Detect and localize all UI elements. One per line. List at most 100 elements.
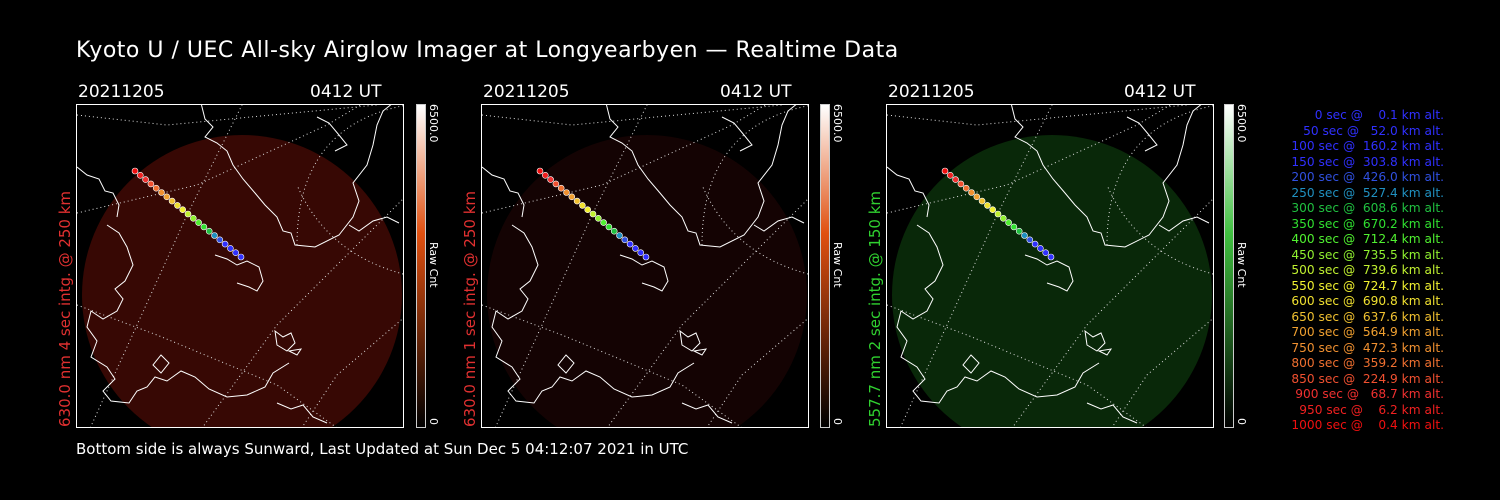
panel-3-time: 0412 UT [1124, 82, 1196, 102]
legend-entry: 800 sec @ 359.2 km alt. [1291, 356, 1444, 370]
lat-lon-grid [482, 105, 808, 427]
coastline-map [77, 105, 400, 424]
panel-2-colorbar [820, 104, 830, 428]
trajectory-point [158, 189, 165, 196]
panel-2-colorbar-max: 6500.0 [831, 104, 844, 143]
panel-3-colorbar-min: 0 [1235, 418, 1248, 425]
trajectory-point [131, 167, 139, 175]
panel-3-wavelength-label: 557.7 nm 2 sec intg. @ 150 km [866, 190, 884, 427]
legend-entry: 300 sec @ 608.6 km alt. [1291, 201, 1444, 215]
legend-entry: 900 sec @ 68.7 km alt. [1295, 387, 1444, 401]
trajectory-point [589, 210, 597, 218]
trajectory-point [536, 167, 544, 175]
legend-entry: 400 sec @ 712.4 km alt. [1291, 232, 1444, 246]
legend-entry: 750 sec @ 472.3 km alt. [1291, 340, 1444, 355]
legend-entry: 550 sec @ 724.7 km alt. [1291, 278, 1444, 293]
legend-entry: 450 sec @ 735.5 km alt. [1291, 247, 1444, 262]
trajectory-point [632, 245, 639, 252]
trajectory-point [232, 249, 239, 256]
lat-lon-grid [887, 105, 1213, 427]
trajectory-point [573, 197, 581, 205]
trajectory-point [610, 227, 618, 235]
legend-entry: 250 sec @ 527.4 km alt. [1291, 185, 1444, 200]
trajectory-point [216, 236, 224, 244]
trajectory-point [563, 189, 570, 196]
trajectory-point [163, 193, 171, 201]
panel-1-time: 0412 UT [310, 82, 382, 102]
airglow-disk [82, 135, 402, 427]
trajectory-point [626, 240, 634, 248]
legend-entry: 50 sec @ 52.0 km alt. [1303, 123, 1444, 138]
trajectory-point [1031, 240, 1039, 248]
trajectory-point [547, 176, 554, 183]
trajectory-point [152, 184, 160, 192]
trajectory-point [616, 232, 623, 239]
footer-status: Bottom side is always Sunward, Last Upda… [76, 440, 689, 458]
trajectory-point [600, 219, 607, 226]
trajectory-point [952, 176, 959, 183]
trajectory-point [552, 180, 560, 188]
trajectory-point [1015, 227, 1023, 235]
panel-2-colorbar-unit: Raw Cnt [831, 242, 844, 288]
legend-entry: 1000 sec @ 0.4 km alt. [1291, 418, 1444, 432]
legend-entry: 950 sec @ 6.2 km alt. [1299, 402, 1444, 417]
panel-3-colorbar-unit: Raw Cnt [1235, 242, 1248, 288]
coastline-map [887, 105, 1210, 424]
page-title: Kyoto U / UEC All-sky Airglow Imager at … [76, 38, 899, 63]
trajectory-point [136, 172, 144, 179]
lat-lon-grid [77, 105, 403, 427]
trajectory-point [237, 253, 245, 261]
trajectory-point [957, 180, 965, 188]
trajectory-point [221, 240, 229, 248]
panel-3-image [886, 104, 1214, 428]
trajectory-point [1047, 253, 1055, 261]
trajectory-point [147, 180, 155, 188]
trajectory-point [568, 193, 576, 201]
trajectory-point [1005, 219, 1012, 226]
legend-entry: 500 sec @ 739.6 km alt. [1291, 263, 1444, 277]
trajectory-point [595, 215, 602, 222]
panel-2-date: 20211205 [483, 82, 570, 102]
panel-1-colorbar-max: 6500.0 [427, 104, 440, 143]
trajectory-point [642, 253, 650, 261]
trajectory-point [1021, 232, 1028, 239]
legend-entry: 200 sec @ 426.0 km alt. [1291, 170, 1444, 184]
legend-entry: 0 sec @ 0.1 km alt. [1314, 108, 1444, 122]
panel-2-wavelength-label: 630.0 nm 1 sec intg. @ 250 km [461, 190, 479, 427]
trajectory-point [1026, 236, 1034, 244]
trajectory-point [621, 236, 629, 244]
trajectory-point [168, 197, 176, 205]
panel-1-colorbar-min: 0 [427, 418, 440, 425]
trajectory-point [205, 227, 213, 235]
airglow-disk [487, 135, 807, 427]
trajectory-point [584, 206, 591, 213]
trajectory-point [637, 249, 644, 256]
coastline-map [482, 105, 805, 424]
trajectory-point [174, 202, 181, 209]
trajectory-point [1042, 249, 1049, 256]
trajectory-point [984, 202, 991, 209]
legend-entry: 700 sec @ 564.9 km alt. [1291, 325, 1444, 339]
legend-entry: 350 sec @ 670.2 km alt. [1291, 216, 1444, 231]
trajectory-point [1010, 223, 1018, 231]
legend-entry: 100 sec @ 160.2 km alt. [1291, 139, 1444, 153]
trajectory-point [190, 215, 197, 222]
legend-entry: 650 sec @ 637.6 km alt. [1291, 309, 1444, 324]
panel-3-colorbar-max: 6500.0 [1235, 104, 1248, 143]
panel-1-colorbar [416, 104, 426, 428]
panel-2-colorbar-min: 0 [831, 418, 844, 425]
trajectory-legend: 0 sec @ 0.1 km alt. 50 sec @ 52.0 km alt.… [1262, 108, 1444, 434]
trajectory-point [605, 223, 613, 231]
trajectory-point [1000, 215, 1007, 222]
trajectory-point [946, 172, 954, 179]
legend-entry: 850 sec @ 224.9 km alt. [1291, 371, 1444, 386]
panel-3-date: 20211205 [888, 82, 975, 102]
trajectory-point [557, 184, 565, 192]
trajectory-point [1037, 245, 1044, 252]
trajectory-point [978, 197, 986, 205]
legend-entry: 600 sec @ 690.8 km alt. [1291, 294, 1444, 308]
trajectory-point [973, 193, 981, 201]
airglow-disk [892, 135, 1212, 427]
panel-1-image [76, 104, 404, 428]
legend-entry: 150 sec @ 303.8 km alt. [1291, 154, 1444, 169]
